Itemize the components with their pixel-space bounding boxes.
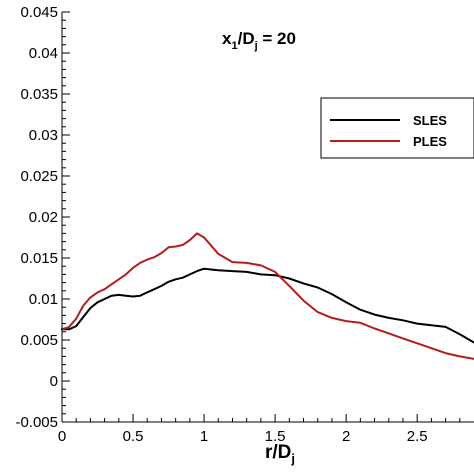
- y-tick-label: 0.02: [29, 209, 58, 226]
- y-tick-label: 0: [50, 373, 58, 390]
- legend-label-ples: PLES: [413, 134, 447, 149]
- y-tick-label: 0.025: [20, 168, 58, 185]
- series-line-sles: [62, 269, 474, 343]
- y-tick-label: 0.005: [20, 332, 58, 349]
- chart-annotation: x1/Dj = 20: [222, 29, 296, 52]
- series-layer: [62, 233, 474, 359]
- y-tick-label: 0.015: [20, 250, 58, 267]
- legend: SLES PLES: [321, 98, 474, 158]
- x-axis-label: r/Dj: [265, 442, 295, 466]
- y-tick-label: 0.045: [20, 4, 58, 21]
- x-tick-label: 2: [342, 428, 350, 445]
- x-tick-label: 1: [200, 428, 208, 445]
- y-tick-label: 0.03: [29, 127, 58, 144]
- legend-box: [321, 98, 474, 158]
- y-tick-label: 0.035: [20, 86, 58, 103]
- tick-layer: -0.00500.0050.010.0150.020.0250.030.0350…: [15, 4, 459, 445]
- y-tick-label: 0.04: [29, 45, 58, 62]
- legend-label-sles: SLES: [413, 113, 447, 128]
- y-tick-label: 0.01: [29, 291, 58, 308]
- y-tick-label: -0.005: [15, 414, 58, 431]
- x-tick-label: 0: [58, 428, 66, 445]
- x-tick-label: 0.5: [123, 428, 144, 445]
- x-tick-label: 2.5: [407, 428, 428, 445]
